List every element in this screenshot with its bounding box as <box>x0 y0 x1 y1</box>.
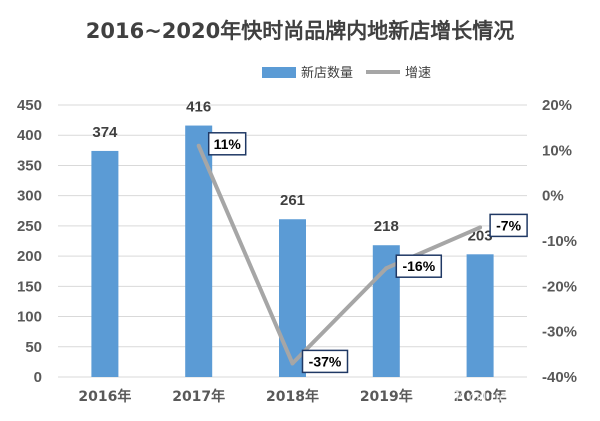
rate-label-text: -37% <box>309 353 342 369</box>
bar <box>91 150 119 377</box>
line-series <box>196 143 483 366</box>
legend-swatch-bar <box>262 67 296 78</box>
line-path <box>196 145 481 366</box>
line-point <box>196 143 201 148</box>
y-right-tick-label: 0% <box>542 188 564 205</box>
bar-value-label: 261 <box>280 192 305 209</box>
y-left-tick-label: 300 <box>17 188 42 205</box>
legend-label-bar: 新店数量 <box>301 65 353 81</box>
y-right-tick-label: -20% <box>542 278 577 295</box>
line-data-labels: 11% -37% -16% -7% <box>207 132 528 374</box>
y-right-tick-label: -30% <box>542 324 577 341</box>
rate-label-box <box>489 213 528 238</box>
rate-label: -7% <box>489 213 528 238</box>
watermark: 知乎 @Lucy的研究日志 <box>436 389 585 406</box>
y-left-tick-label: 400 <box>17 127 42 144</box>
bar-value-label: 374 <box>92 124 118 141</box>
y-left-tick-label: 100 <box>17 309 42 326</box>
line-point <box>290 361 295 366</box>
x-tick-label: 2018年 <box>266 388 319 405</box>
x-axis: 2016年 2017年 2018年 2019年 2020年 <box>78 388 506 405</box>
bar-value-label: 218 <box>374 218 399 235</box>
y-left-tick-label: 50 <box>25 339 42 356</box>
y-left-tick-label: 0 <box>34 369 42 386</box>
rate-label: -16% <box>395 254 443 278</box>
x-tick-label: 2020年 <box>454 388 507 405</box>
y-left-tick-label: 250 <box>17 218 42 235</box>
chart-title: 2016~2020年快时尚品牌内地新店增长情况 <box>86 19 515 43</box>
rate-label-box <box>395 254 443 278</box>
y-left-tick-label: 150 <box>17 278 42 295</box>
bar-value-label: 416 <box>186 99 211 116</box>
rate-label: -37% <box>301 349 349 374</box>
x-tick-label: 2016年 <box>78 388 131 405</box>
legend: 新店数量 增速 <box>262 65 431 81</box>
bar <box>466 254 494 377</box>
line-point <box>478 225 483 230</box>
rate-label-box <box>301 349 349 374</box>
x-tick-label: 2019年 <box>360 388 413 405</box>
rate-label-text: 11% <box>214 136 242 152</box>
rate-label-text: -16% <box>402 258 435 274</box>
y-left-tick-label: 450 <box>17 97 42 114</box>
bar-series <box>91 125 494 377</box>
y-left-tick-label: 200 <box>17 248 42 265</box>
y-right-tick-label: -40% <box>542 369 577 386</box>
y-right-tick-label: 20% <box>542 97 572 114</box>
rate-label-text: -7% <box>496 217 521 233</box>
x-tick-label: 2017年 <box>172 388 225 405</box>
rate-label: 11% <box>207 132 247 156</box>
line-point <box>384 266 389 271</box>
y-left-tick-label: 350 <box>17 157 42 174</box>
rate-label-box <box>207 132 247 156</box>
y-axis-right: -40% -30% -20% -10% 0% 10% 20% <box>542 97 577 386</box>
legend-label-line: 增速 <box>405 66 431 81</box>
y-right-tick-label: -10% <box>542 233 577 250</box>
y-right-tick-label: 10% <box>542 142 572 159</box>
bar <box>279 219 306 377</box>
y-axis-left: 0 50 100 150 200 250 300 350 400 450 <box>17 97 42 386</box>
